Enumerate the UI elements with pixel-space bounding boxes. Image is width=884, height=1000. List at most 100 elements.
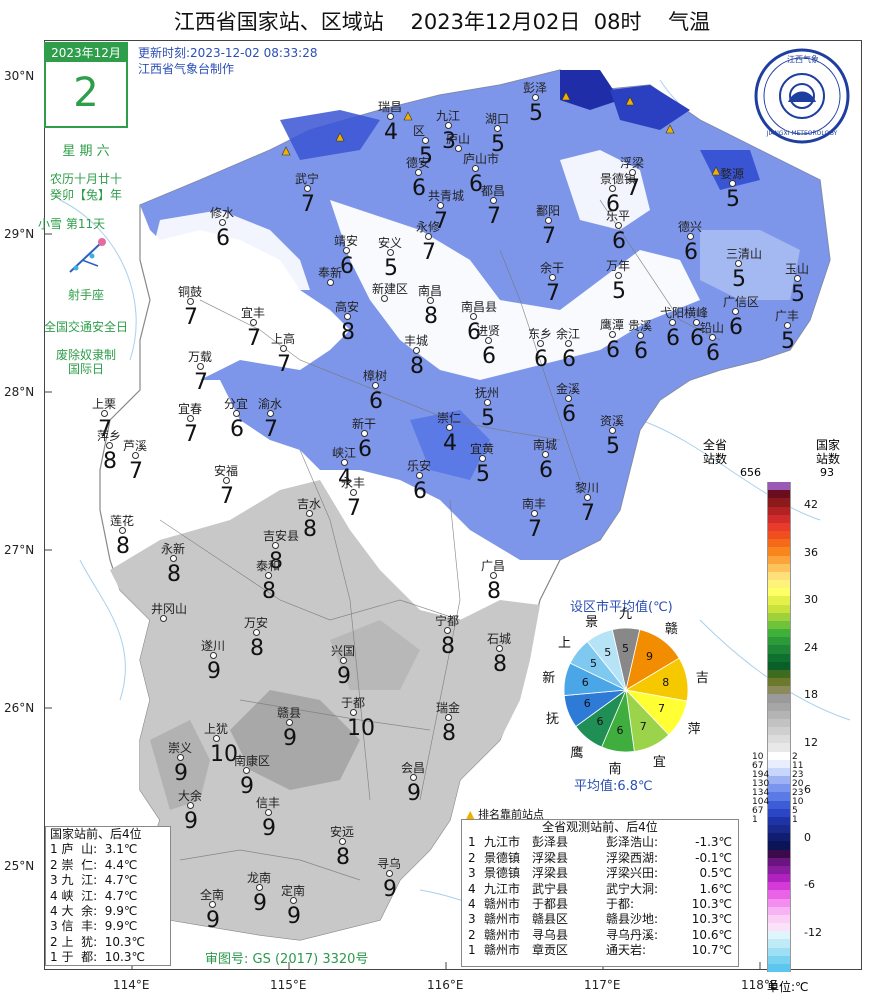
legend-swatch (767, 661, 791, 671)
legend-swatch (767, 588, 791, 597)
pie-average: 平均值:6.8℃ (574, 779, 653, 794)
station-temp: 5 (481, 406, 495, 431)
legend-swatch (767, 539, 791, 548)
station-marker (637, 332, 644, 339)
pie-slice-value: 6 (581, 675, 589, 689)
station-temp: 9 (287, 904, 301, 929)
station-temp: 8 (103, 449, 117, 474)
station-temp: 6 (729, 315, 743, 340)
station-marker (170, 555, 177, 562)
station-name: 区 (413, 124, 426, 138)
rank-cell: 2 (468, 927, 476, 942)
legend-swatch (767, 531, 791, 540)
rank-row: 1 赣州市 章贡区 通天岩: 10.7℃ (462, 943, 738, 958)
rank-cell: 寻乌县 (532, 927, 569, 942)
all-rank-rows: 1 九江市 彭泽县 彭泽浩山: -1.3℃ 2 景德镇 浮梁县 浮梁西湖: -0.1℃ 3 景德镇 浮梁… (462, 835, 738, 958)
pie-slice-name: 赣 (664, 621, 678, 637)
station-temp: 6 (534, 347, 548, 372)
legend-tick: 6 (804, 783, 811, 796)
station-temp: 7 (434, 209, 448, 234)
station-temp: 8 (262, 579, 276, 604)
station-temp: 7 (301, 192, 315, 217)
rank-value: 9.9℃ (97, 904, 138, 919)
station-name: 南昌 (418, 284, 443, 298)
station-marker (427, 297, 434, 304)
all-rank-panel: 全省观测站前、后4位 1 九江市 彭泽县 彭泽浩山: -1.3℃ 2 景德镇 浮梁县 浮梁西湖:… (461, 819, 739, 967)
station-temp: 9 (337, 664, 351, 689)
station-name: 寻乌 (377, 857, 402, 871)
pie-slice-value: 7 (639, 719, 647, 733)
rank-cell: 彭泽浩山: (606, 835, 659, 850)
station-marker (272, 542, 279, 549)
station-name: 崇义 (168, 741, 193, 755)
rank-cell: 2 (468, 850, 476, 865)
station-temp: 8 (424, 304, 438, 329)
rank-cell: 10.7℃ (691, 943, 732, 958)
station-marker (732, 308, 739, 315)
station-name: 瑞金 (436, 701, 461, 715)
station-name: 于都 (341, 696, 366, 710)
station-marker (565, 395, 572, 402)
station-name: 南康区 (234, 754, 271, 768)
lon-label: 114°E (113, 978, 150, 992)
station-name: 永修 (416, 220, 441, 234)
rank-row: 2 景德镇 浮梁县 浮梁西湖: -0.1℃ (462, 851, 738, 866)
pie-chart (563, 627, 689, 753)
legend-swatch (767, 637, 791, 646)
station-temp: 4 (384, 120, 398, 145)
station-name: 南城 (533, 438, 558, 452)
station-marker (256, 884, 263, 891)
station-marker (729, 180, 736, 187)
station-marker (437, 202, 444, 209)
legend-count-nat: 23 (792, 770, 804, 780)
station-marker (265, 572, 272, 579)
legend-count-all: 67 (752, 806, 764, 816)
lon-label: 118°E (741, 978, 778, 992)
station-temp: 9 (383, 877, 397, 902)
rank-station: 4 峡 江: (50, 888, 98, 903)
station-name: 丰城 (404, 334, 429, 348)
station-temp: 6 (469, 172, 483, 197)
station-name: 资溪 (600, 414, 625, 428)
legend-count-all: 134 (752, 788, 770, 798)
station-marker (304, 185, 311, 192)
calendar-holiday-1: 全国交通安全日 (43, 320, 128, 334)
legend-all-label: 全省 站数 (703, 438, 728, 466)
station-name: 芦溪 (123, 439, 148, 453)
legend-nat-label: 国家 站数 (816, 438, 841, 466)
legend-swatch (767, 825, 791, 834)
station-temp: 4 (443, 431, 457, 456)
legend-swatch (767, 498, 791, 507)
legend-count-all: 67 (752, 761, 764, 771)
station-name: 余江 (556, 327, 581, 341)
station-name: 高安 (335, 300, 360, 314)
station-temp: 6 (358, 437, 372, 462)
legend-count-all: 1 (752, 815, 758, 825)
station-marker (537, 340, 544, 347)
rank-station: 4 大 余: (50, 904, 98, 919)
station-marker (101, 410, 108, 417)
pie-slice-value: 5 (590, 657, 597, 671)
legend-count-nat: 2 (792, 752, 798, 762)
station-temp: 6 (562, 402, 576, 427)
legend-count-nat: 23 (792, 788, 804, 798)
station-name: 乐平 (606, 209, 631, 223)
station-temp: 3 (442, 129, 456, 154)
station-temp: 5 (791, 282, 805, 307)
legend-swatch (767, 882, 791, 891)
station-name: 庐山 (446, 132, 471, 146)
station-marker (209, 901, 216, 908)
station-marker (381, 295, 388, 302)
legend-swatch (767, 735, 791, 744)
station-marker (306, 510, 313, 517)
station-marker (250, 319, 257, 326)
legend-tick: 42 (804, 498, 818, 511)
station-marker (444, 627, 451, 634)
station-temp: 7 (422, 240, 436, 265)
legend-swatch (767, 686, 791, 695)
station-marker (496, 645, 503, 652)
station-name: 金溪 (556, 382, 581, 396)
legend-swatch (767, 620, 791, 630)
calendar-month: 2023年12月 (46, 44, 126, 62)
station-name: 景德镇 (600, 172, 637, 186)
